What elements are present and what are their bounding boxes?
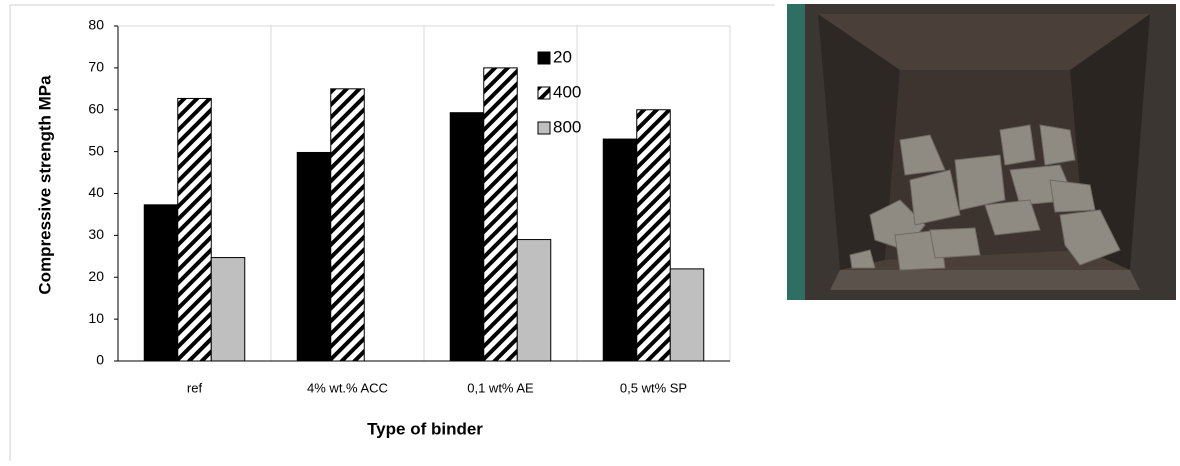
y-tick-label: 0 xyxy=(96,352,104,368)
bar xyxy=(603,139,637,361)
box-lip xyxy=(830,270,1140,290)
x-axis-title: Type of binder xyxy=(367,419,483,438)
bar xyxy=(484,68,518,361)
bar xyxy=(517,240,551,361)
plot: 0 10 20 30 40 50 60 70 80 ref 4% wt.% ACC 0,1 wt% A… xyxy=(88,17,730,396)
x-tick-label: 4% wt.% ACC xyxy=(307,380,388,395)
x-tick-label: ref xyxy=(187,380,203,395)
legend-swatch xyxy=(538,122,550,134)
legend-label: 800 xyxy=(553,117,581,136)
legend-label: 20 xyxy=(553,47,572,66)
bar xyxy=(637,110,671,361)
bar xyxy=(144,205,178,361)
bar xyxy=(450,113,484,361)
y-axis-title: Compressive strength MPa xyxy=(35,75,54,295)
x-tick-label: 0,1 wt% AE xyxy=(467,380,534,395)
y-tick-label: 70 xyxy=(88,59,104,75)
y-tick-label: 80 xyxy=(88,17,104,33)
legend-label: 400 xyxy=(553,82,581,101)
y-tick-label: 50 xyxy=(88,142,104,158)
bar xyxy=(297,152,331,361)
legend-swatch xyxy=(538,52,550,64)
y-tick-label: 60 xyxy=(88,100,104,116)
bar xyxy=(331,89,365,361)
photo-wall xyxy=(787,4,805,300)
y-tick-label: 20 xyxy=(88,268,104,284)
legend-swatch xyxy=(538,87,550,99)
y-tick-label: 10 xyxy=(88,310,104,326)
bar xyxy=(211,258,245,361)
bar xyxy=(178,98,212,361)
y-tick-label: 40 xyxy=(88,184,104,200)
y-tick-label: 30 xyxy=(88,226,104,242)
photo xyxy=(787,4,1176,300)
bar xyxy=(670,269,704,361)
figure: Compressive strength MPa Type of binder … xyxy=(0,0,1180,461)
page: {"chart_data": {"type": "bar", "y_label"… xyxy=(0,0,1180,461)
x-tick-label: 0,5 wt% SP xyxy=(620,380,687,395)
